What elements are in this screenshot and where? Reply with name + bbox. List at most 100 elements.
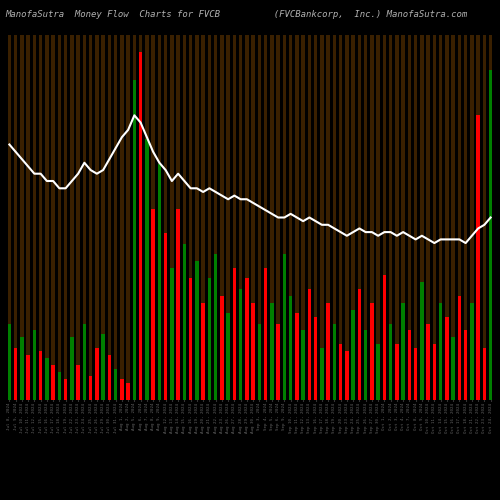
Bar [108, 355, 111, 400]
Bar [445, 35, 448, 400]
Bar [164, 233, 168, 400]
Bar [64, 379, 68, 400]
Bar [402, 302, 405, 400]
Bar [282, 254, 286, 400]
Bar [32, 330, 36, 400]
Bar [58, 35, 61, 400]
Bar [252, 35, 255, 400]
Bar [132, 35, 136, 400]
Bar [264, 35, 268, 400]
Bar [239, 35, 242, 400]
Bar [195, 261, 198, 400]
Bar [45, 35, 48, 400]
Bar [426, 35, 430, 400]
Bar [95, 35, 98, 400]
Bar [470, 302, 474, 400]
Bar [339, 344, 342, 400]
Bar [64, 35, 68, 400]
Bar [52, 365, 55, 400]
Bar [158, 164, 161, 400]
Bar [20, 338, 24, 400]
Bar [464, 330, 468, 400]
Bar [126, 35, 130, 400]
Bar [420, 282, 424, 400]
Bar [320, 35, 324, 400]
Bar [326, 302, 330, 400]
Bar [182, 244, 186, 400]
Bar [314, 316, 318, 400]
Bar [39, 352, 42, 400]
Bar [276, 324, 280, 400]
Bar [114, 35, 117, 400]
Bar [76, 365, 80, 400]
Bar [464, 35, 468, 400]
Bar [414, 348, 418, 400]
Bar [126, 382, 130, 400]
Bar [182, 35, 186, 400]
Bar [145, 140, 148, 400]
Bar [332, 324, 336, 400]
Text: ManofaSutra  Money Flow  Charts for FVCB          (FVCBankcorp,  Inc.) ManofaSut: ManofaSutra Money Flow Charts for FVCB (… [5, 10, 467, 19]
Bar [382, 35, 386, 400]
Bar [89, 35, 92, 400]
Bar [445, 316, 448, 400]
Bar [408, 330, 411, 400]
Bar [152, 35, 155, 400]
Bar [276, 35, 280, 400]
Bar [14, 348, 18, 400]
Bar [170, 35, 173, 400]
Bar [120, 379, 124, 400]
Bar [395, 344, 398, 400]
Bar [82, 35, 86, 400]
Bar [89, 376, 92, 400]
Bar [202, 302, 205, 400]
Bar [232, 268, 236, 400]
Bar [245, 278, 248, 400]
Bar [458, 296, 461, 400]
Bar [439, 302, 442, 400]
Bar [376, 344, 380, 400]
Bar [45, 358, 48, 400]
Bar [189, 278, 192, 400]
Bar [239, 289, 242, 400]
Bar [482, 35, 486, 400]
Bar [320, 348, 324, 400]
Bar [432, 344, 436, 400]
Bar [270, 302, 274, 400]
Bar [395, 35, 398, 400]
Bar [432, 35, 436, 400]
Bar [308, 35, 311, 400]
Bar [402, 35, 405, 400]
Bar [14, 35, 18, 400]
Bar [258, 324, 261, 400]
Bar [452, 338, 455, 400]
Bar [214, 35, 218, 400]
Bar [308, 289, 311, 400]
Bar [95, 348, 98, 400]
Bar [408, 35, 411, 400]
Bar [208, 278, 211, 400]
Bar [358, 35, 361, 400]
Bar [289, 296, 292, 400]
Bar [208, 35, 211, 400]
Bar [302, 330, 305, 400]
Bar [170, 268, 173, 400]
Bar [370, 302, 374, 400]
Bar [382, 275, 386, 400]
Bar [26, 35, 30, 400]
Bar [120, 35, 124, 400]
Bar [426, 324, 430, 400]
Bar [132, 80, 136, 400]
Bar [152, 209, 155, 400]
Bar [164, 35, 168, 400]
Bar [339, 35, 342, 400]
Bar [220, 35, 224, 400]
Bar [58, 372, 61, 400]
Bar [302, 35, 305, 400]
Bar [370, 35, 374, 400]
Bar [158, 35, 161, 400]
Bar [439, 35, 442, 400]
Bar [326, 35, 330, 400]
Bar [108, 35, 111, 400]
Bar [70, 338, 73, 400]
